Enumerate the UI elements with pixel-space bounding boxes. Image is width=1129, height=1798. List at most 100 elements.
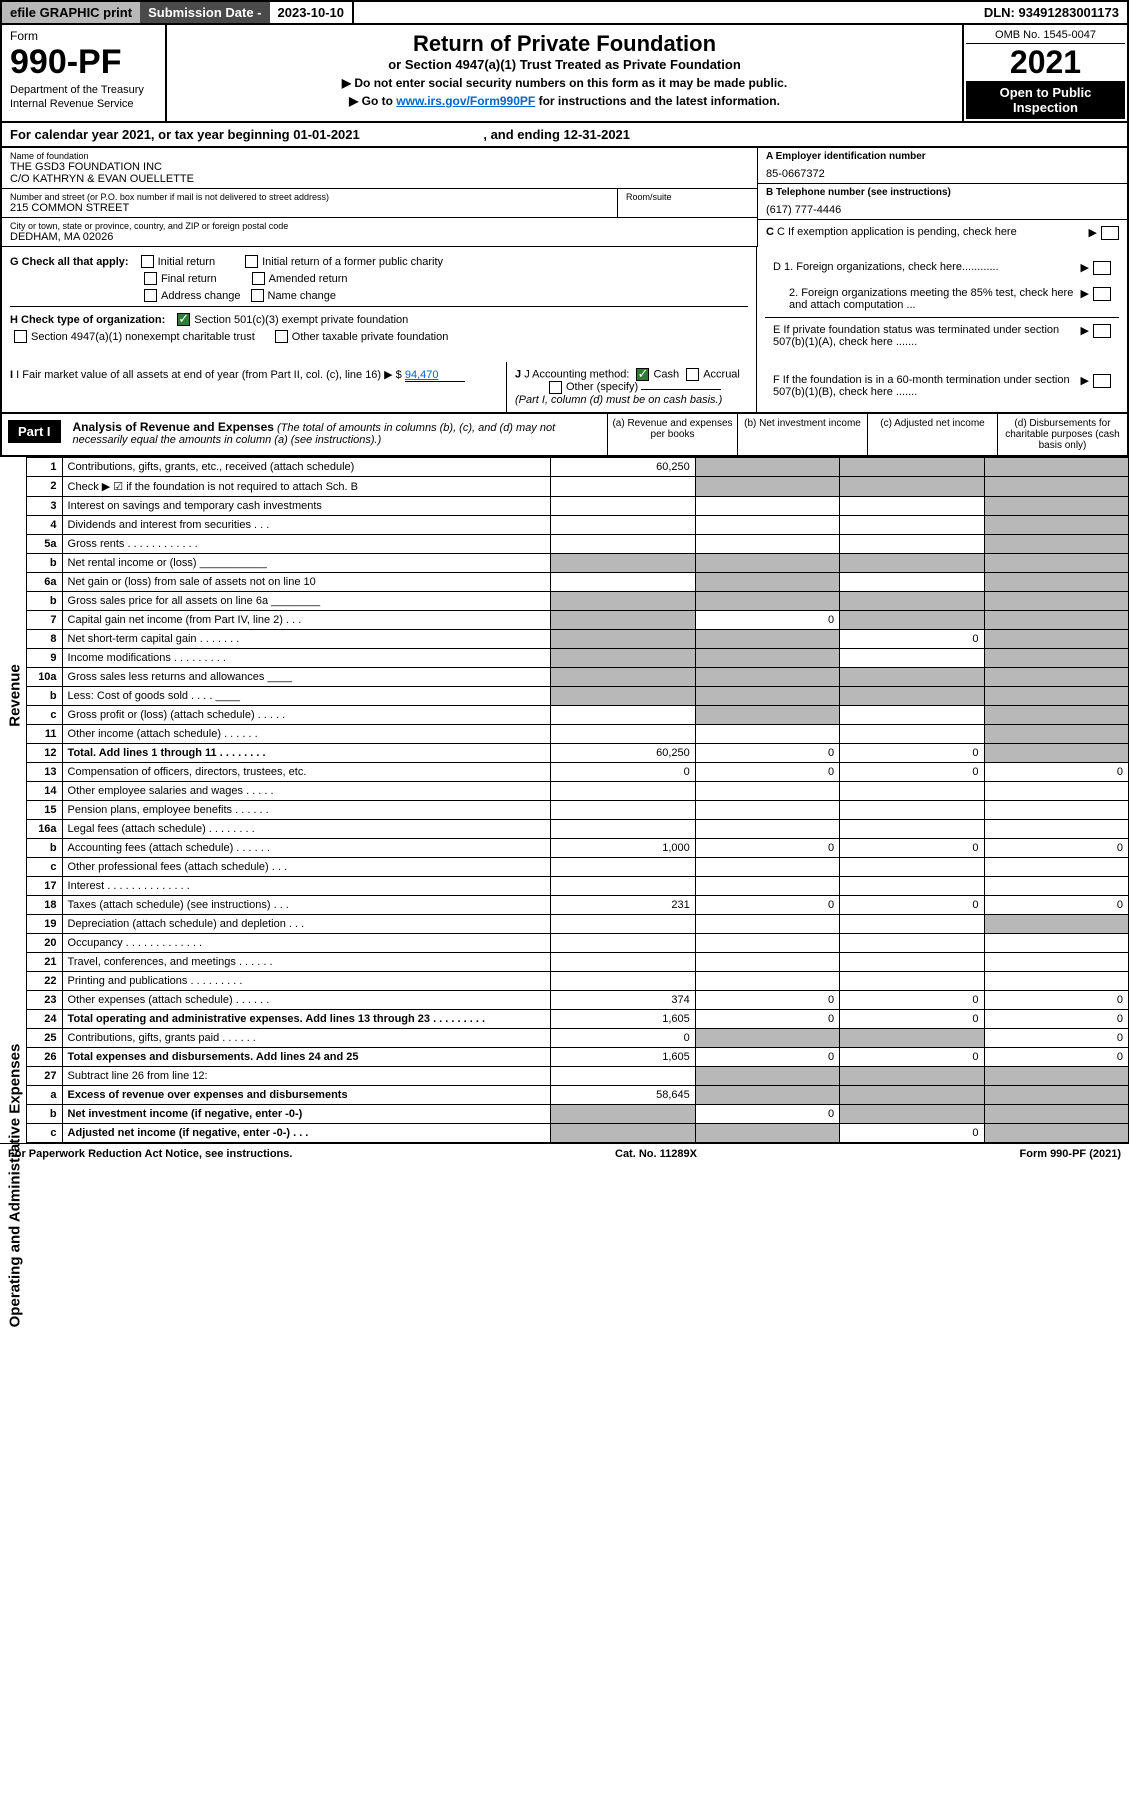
checkbox-accrual[interactable] [686, 368, 699, 381]
arrow-icon: ▶ [1081, 287, 1089, 300]
col-b-value [695, 877, 839, 896]
line-description: Taxes (attach schedule) (see instruction… [62, 896, 551, 915]
col-a-value [551, 1105, 695, 1124]
table-row: 14Other employee salaries and wages . . … [27, 782, 1129, 801]
col-b-value [695, 477, 839, 497]
col-a-value: 0 [551, 763, 695, 782]
table-row: 8Net short-term capital gain . . . . . .… [27, 630, 1129, 649]
line-number: 7 [27, 611, 63, 630]
col-d-value: 0 [984, 1048, 1128, 1067]
checkbox-other-method[interactable] [549, 381, 562, 394]
checkbox-other-taxable[interactable] [275, 330, 288, 343]
col-c-value [840, 1086, 984, 1105]
info-left: Name of foundation THE GSD3 FOUNDATION I… [2, 148, 757, 247]
line-number: 17 [27, 877, 63, 896]
col-c-value: 0 [840, 839, 984, 858]
col-d-value: 0 [984, 763, 1128, 782]
line-description: Check ▶ ☑ if the foundation is not requi… [62, 477, 551, 497]
expenses-label: Operating and Administrative Expenses [7, 1021, 24, 1351]
form-subtitle: or Section 4947(a)(1) Trust Treated as P… [173, 57, 956, 72]
checkbox-address-change[interactable] [144, 289, 157, 302]
checkbox-f[interactable] [1093, 374, 1111, 388]
line-description: Excess of revenue over expenses and disb… [62, 1086, 551, 1105]
col-d-value [984, 706, 1128, 725]
analysis-table: 1Contributions, gifts, grants, etc., rec… [26, 457, 1129, 1143]
col-b-value [695, 1124, 839, 1143]
table-row: bAccounting fees (attach schedule) . . .… [27, 839, 1129, 858]
d2-cell: 2. Foreign organizations meeting the 85%… [765, 281, 1119, 317]
col-b-value [695, 1067, 839, 1086]
checkbox-name-change[interactable] [251, 289, 264, 302]
checks-section: G Check all that apply: Initial return I… [0, 247, 1129, 362]
col-c-value [840, 801, 984, 820]
e-cell: E If private foundation status was termi… [765, 317, 1119, 354]
form-link[interactable]: www.irs.gov/Form990PF [396, 94, 535, 108]
col-a-value [551, 953, 695, 972]
line-number: 23 [27, 991, 63, 1010]
col-a-value [551, 668, 695, 687]
table-row: 4Dividends and interest from securities … [27, 516, 1129, 535]
col-b-value [695, 782, 839, 801]
part1-header-row: Part I Analysis of Revenue and Expenses … [0, 414, 1129, 455]
col-a-value: 0 [551, 1029, 695, 1048]
table-row: cGross profit or (loss) (attach schedule… [27, 706, 1129, 725]
table-row: 24Total operating and administrative exp… [27, 1010, 1129, 1029]
line-number: b [27, 554, 63, 573]
d1-cell: D 1. Foreign organizations, check here..… [765, 255, 1119, 281]
col-d-value [984, 611, 1128, 630]
checkbox-4947[interactable] [14, 330, 27, 343]
table-row: 22Printing and publications . . . . . . … [27, 972, 1129, 991]
room-cell: Room/suite [617, 189, 757, 218]
line-number: 26 [27, 1048, 63, 1067]
city-cell: City or town, state or province, country… [2, 218, 757, 247]
efile-label: efile GRAPHIC print [2, 2, 140, 23]
col-d-value [984, 877, 1128, 896]
col-c-value [840, 668, 984, 687]
foundation-name-cell: Name of foundation THE GSD3 FOUNDATION I… [2, 148, 757, 189]
checkbox-amended[interactable] [252, 272, 265, 285]
checkbox-501c3[interactable] [177, 313, 190, 326]
checkbox-d2[interactable] [1093, 287, 1111, 301]
col-d-value [984, 592, 1128, 611]
checkbox-c[interactable] [1101, 226, 1119, 240]
line-description: Net gain or (loss) from sale of assets n… [62, 573, 551, 592]
phone-cell: B Telephone number (see instructions) (6… [758, 184, 1127, 220]
col-d-value [984, 668, 1128, 687]
line-description: Net investment income (if negative, ente… [62, 1105, 551, 1124]
line-number: b [27, 687, 63, 706]
col-d-value [984, 820, 1128, 839]
col-a-value: 231 [551, 896, 695, 915]
table-row: 2Check ▶ ☑ if the foundation is not requ… [27, 477, 1129, 497]
col-a-value: 1,000 [551, 839, 695, 858]
table-row: 23Other expenses (attach schedule) . . .… [27, 991, 1129, 1010]
line-number: 15 [27, 801, 63, 820]
col-c-header: (c) Adjusted net income [867, 414, 997, 455]
table-row: 5aGross rents . . . . . . . . . . . . [27, 535, 1129, 554]
col-a-value [551, 649, 695, 668]
omb-number: OMB No. 1545-0047 [966, 27, 1125, 44]
col-d-value [984, 554, 1128, 573]
form-header: Form 990-PF Department of the Treasury I… [0, 25, 1129, 123]
col-c-value [840, 1029, 984, 1048]
checkbox-e[interactable] [1093, 324, 1111, 338]
checkbox-final-return[interactable] [144, 272, 157, 285]
line-number: 20 [27, 934, 63, 953]
checkbox-d1[interactable] [1093, 261, 1111, 275]
line-description: Other employee salaries and wages . . . … [62, 782, 551, 801]
col-a-value [551, 497, 695, 516]
col-a-value [551, 877, 695, 896]
col-c-value [840, 497, 984, 516]
checkbox-cash[interactable] [636, 368, 649, 381]
line-description: Gross profit or (loss) (attach schedule)… [62, 706, 551, 725]
col-b-value [695, 687, 839, 706]
line-description: Travel, conferences, and meetings . . . … [62, 953, 551, 972]
col-b-value: 0 [695, 744, 839, 763]
form-title: Return of Private Foundation [173, 31, 956, 57]
checkbox-initial-former[interactable] [245, 255, 258, 268]
line-number: 19 [27, 915, 63, 934]
col-b-value [695, 592, 839, 611]
line-description: Other expenses (attach schedule) . . . .… [62, 991, 551, 1010]
col-b-value [695, 706, 839, 725]
col-c-value [840, 820, 984, 839]
checkbox-initial-return[interactable] [141, 255, 154, 268]
